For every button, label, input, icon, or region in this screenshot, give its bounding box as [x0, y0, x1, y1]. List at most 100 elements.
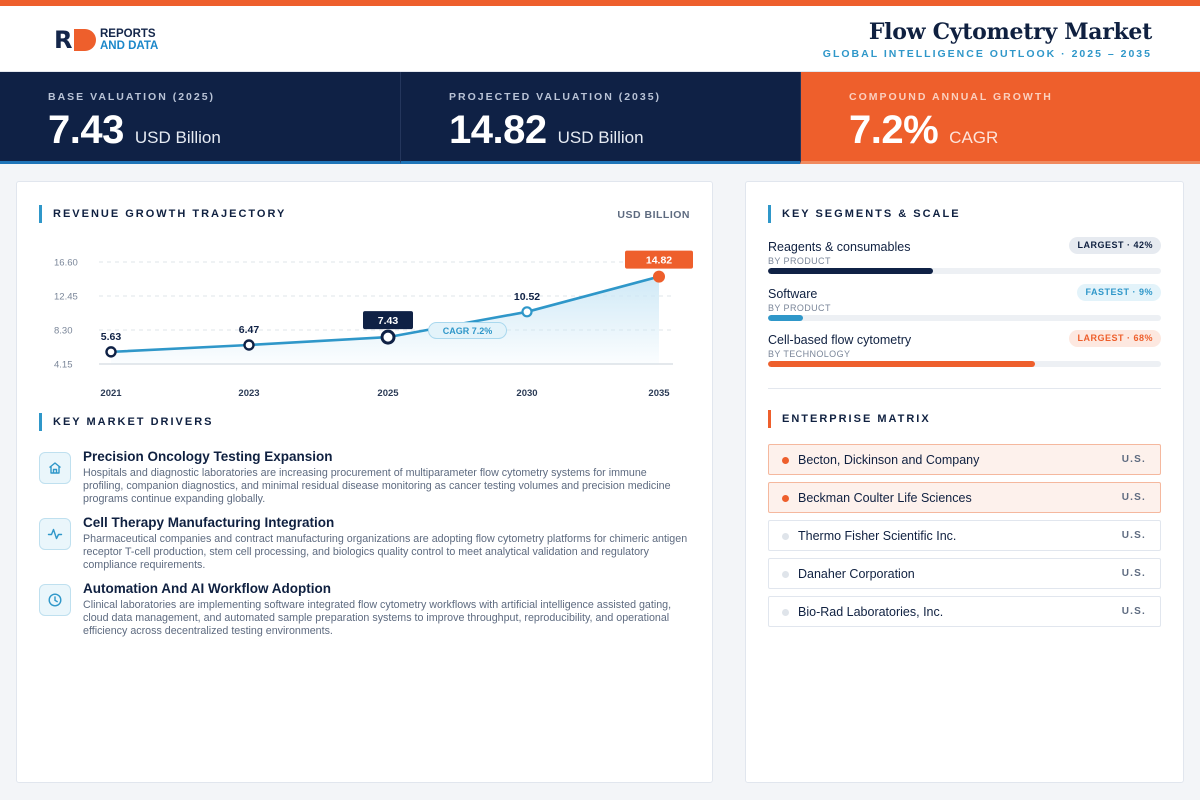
y-tick-label: 4.15	[54, 360, 73, 371]
data-label: 7.43	[378, 315, 399, 327]
cagr-annotation: CAGR 7.2%	[443, 326, 493, 336]
data-label: 10.52	[514, 291, 540, 303]
driver-description: Hospitals and diagnostic laboratories ar…	[83, 467, 671, 505]
revenue-section-title: REVENUE GROWTH TRAJECTORY	[53, 208, 287, 220]
home-icon	[39, 452, 71, 484]
company-country: U.S.	[1121, 568, 1146, 579]
data-label-badge	[363, 311, 413, 330]
segment-share-track	[768, 361, 1161, 367]
segment-share-bar	[768, 361, 1036, 367]
area-fill	[111, 276, 659, 364]
data-label: 6.47	[239, 324, 260, 336]
status-dot	[782, 457, 789, 464]
kpi-compound-growth: COMPOUND ANNUAL GROWTH 7.2% CAGR	[800, 72, 1200, 164]
kpi-unit: USD Billion	[134, 128, 221, 147]
kpi-projected-valuation: PROJECTED VALUATION (2035) 14.82 USD Bil…	[400, 72, 800, 164]
kpi-label: COMPOUND ANNUAL GROWTH	[849, 91, 1053, 103]
segment-badge: LARGEST · 68%	[1069, 330, 1161, 347]
company-name: Bio-Rad Laboratories, Inc.	[798, 605, 944, 619]
cagr-annotation-pill	[428, 321, 507, 339]
y-tick-label: 16.60	[54, 258, 78, 269]
drivers-section-header: KEY MARKET DRIVERS	[39, 413, 213, 431]
logo-line-2: AND DATA	[100, 40, 159, 52]
x-tick-label: 2035	[648, 388, 670, 399]
kpi-label: PROJECTED VALUATION (2035)	[449, 91, 662, 103]
y-tick-label: 12.45	[54, 292, 78, 303]
revenue-section-header: REVENUE GROWTH TRAJECTORY	[39, 205, 286, 223]
kpi-base-valuation: BASE VALUATION (2025) 7.43 USD Billion	[0, 72, 400, 164]
data-point	[521, 306, 533, 318]
driver-title: Automation And AI Workflow Adoption	[83, 581, 331, 596]
status-dot	[782, 533, 789, 540]
page-title: Flow Cytometry Market	[868, 19, 1152, 45]
logo-shape	[74, 29, 96, 51]
segment-row: Cell-based flow cytometry BY TECHNOLOGY …	[768, 330, 1161, 373]
driver-description: Clinical laboratories are implementing s…	[83, 599, 672, 637]
company-name: Danaher Corporation	[798, 567, 915, 581]
chart-unit-label: USD BILLION	[617, 209, 690, 221]
page-header: R REPORTS AND DATA Flow Cytometry Market…	[0, 6, 1200, 72]
kpi-value: 7.2%	[849, 108, 939, 152]
x-tick-label: 2021	[100, 388, 122, 399]
status-dot	[782, 609, 789, 616]
enterprise-row[interactable]: Becton, Dickinson and Company U.S.	[768, 444, 1161, 475]
segment-category: BY TECHNOLOGY	[768, 349, 851, 359]
segments-section-header: KEY SEGMENTS & SCALE	[768, 205, 961, 223]
company-country: U.S.	[1121, 454, 1146, 465]
segment-badge: FASTEST · 9%	[1077, 284, 1161, 301]
section-accent	[768, 205, 771, 223]
driver-description: Pharmaceutical companies and contract ma…	[83, 533, 688, 571]
company-country: U.S.	[1121, 492, 1146, 503]
clock-icon	[39, 584, 71, 616]
segment-row: Software BY PRODUCT FASTEST · 9%	[768, 284, 1161, 327]
data-point	[243, 339, 255, 351]
data-point	[380, 329, 396, 345]
segment-name: Cell-based flow cytometry	[768, 333, 912, 347]
segment-category: BY PRODUCT	[768, 256, 831, 266]
page-subtitle: GLOBAL INTELLIGENCE OUTLOOK · 2025 – 203…	[822, 48, 1152, 60]
kpi-band: BASE VALUATION (2025) 7.43 USD Billion P…	[0, 72, 1200, 164]
segment-share-track	[768, 315, 1161, 321]
data-point	[653, 270, 665, 283]
revenue-chart: 4.15 8.30 12.45 16.60 CAGR 7.2% 5.63 2021 6.47 2…	[54, 250, 693, 399]
y-tick-label: 8.30	[54, 326, 73, 337]
data-point	[105, 346, 117, 358]
x-tick-label: 2025	[377, 388, 399, 399]
enterprise-section-header: ENTERPRISE MATRIX	[768, 410, 931, 428]
data-label: 5.63	[101, 331, 122, 343]
activity-icon	[39, 518, 71, 550]
kpi-value: 14.82	[449, 108, 547, 152]
data-label-badge	[625, 250, 693, 269]
title-block: Flow Cytometry Market GLOBAL INTELLIGENC…	[822, 19, 1153, 60]
logo-wordmark: REPORTS AND DATA	[100, 28, 158, 52]
brand-logo[interactable]: R REPORTS AND DATA	[54, 28, 158, 52]
enterprise-row[interactable]: Danaher Corporation U.S.	[768, 558, 1161, 589]
x-tick-label: 2030	[516, 388, 537, 399]
status-dot	[782, 495, 789, 502]
kpi-value: 7.43	[48, 108, 124, 152]
section-divider	[768, 388, 1161, 389]
logo-letter: R	[54, 26, 73, 54]
x-tick-label: 2023	[238, 388, 259, 399]
logo-line-1: REPORTS	[100, 28, 156, 40]
enterprise-row[interactable]: Beckman Coulter Life Sciences U.S.	[768, 482, 1161, 513]
logo-mark: R	[54, 28, 98, 52]
kpi-unit: CAGR	[949, 128, 999, 147]
enterprise-row[interactable]: Bio-Rad Laboratories, Inc. U.S.	[768, 596, 1161, 627]
data-label: 14.82	[646, 255, 672, 267]
kpi-label: BASE VALUATION (2025)	[48, 91, 216, 103]
drivers-section-title: KEY MARKET DRIVERS	[53, 416, 214, 428]
segments-section-title: KEY SEGMENTS & SCALE	[782, 208, 961, 220]
company-country: U.S.	[1121, 606, 1146, 617]
segment-share-bar	[768, 315, 804, 321]
company-name: Becton, Dickinson and Company	[798, 453, 980, 467]
enterprise-row[interactable]: Thermo Fisher Scientific Inc. U.S.	[768, 520, 1161, 551]
segment-name: Software	[768, 287, 818, 301]
section-accent	[39, 205, 42, 223]
segment-share-track	[768, 268, 1161, 274]
segment-share-bar	[768, 268, 934, 274]
driver-title: Cell Therapy Manufacturing Integration	[83, 515, 335, 530]
kpi-unit: USD Billion	[557, 128, 644, 147]
revenue-card: REVENUE GROWTH TRAJECTORY USD BILLION 4.…	[16, 181, 713, 783]
section-accent	[39, 413, 42, 431]
